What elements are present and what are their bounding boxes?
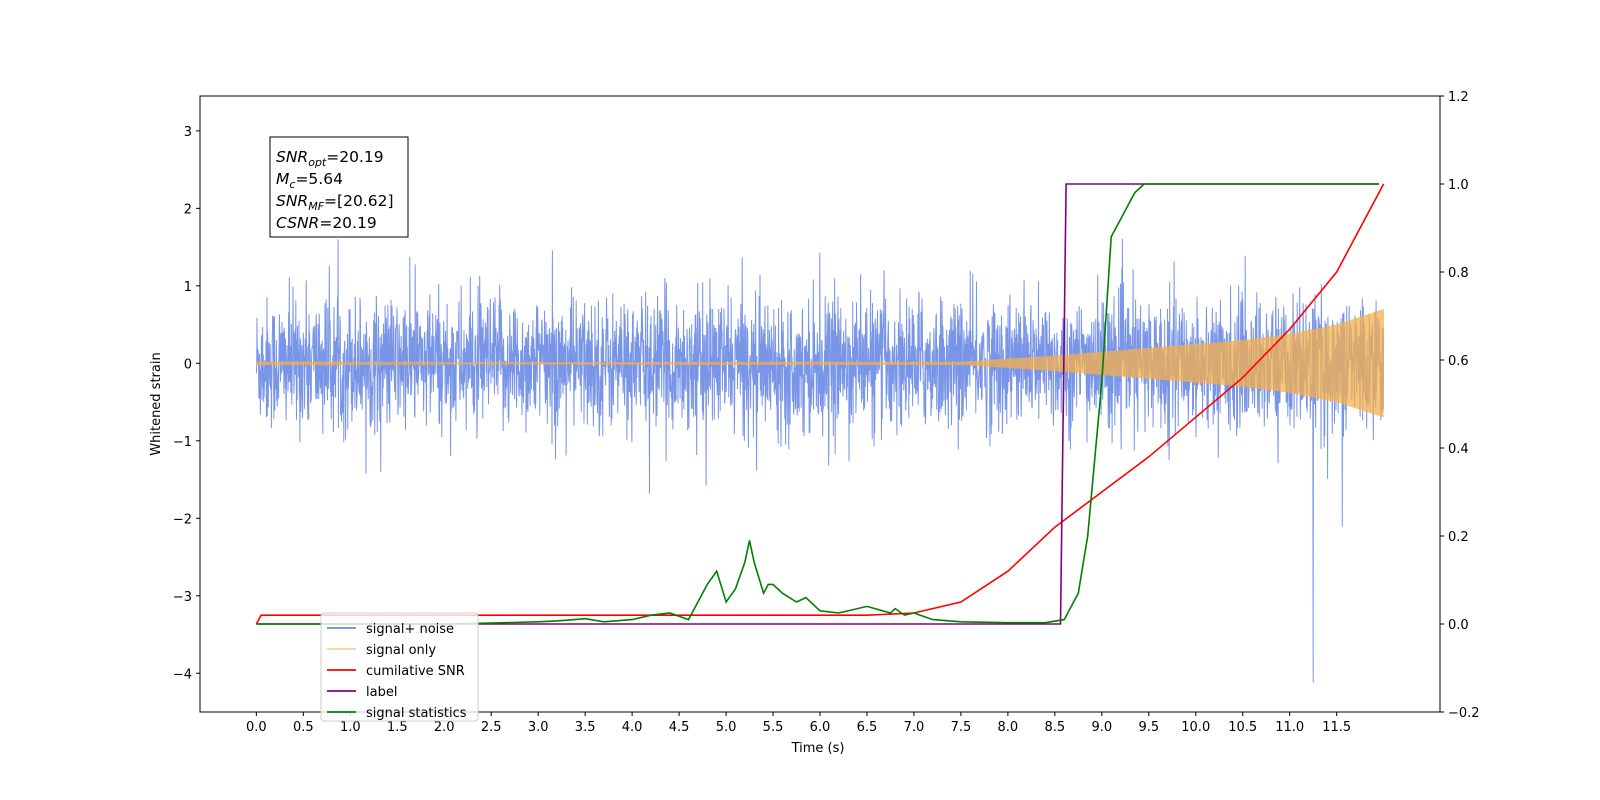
y-axis-label: Whitened strain [149,352,164,455]
x-tick-label: 6.5 [857,720,878,735]
y-right-tick-label: 1.2 [1448,90,1469,105]
y-right-tick-label: 0.4 [1448,442,1469,457]
x-tick-label: 5.5 [763,720,784,735]
y-right-tick-label: 0.0 [1448,618,1469,633]
x-tick-label: 11.5 [1322,720,1351,735]
info-box-value: =20.19 [326,148,383,166]
x-tick-label: 9.0 [1091,720,1112,735]
y-left-tick-label: −2 [173,512,192,527]
info-box-line: SNRopt=20.19 [276,148,384,169]
x-tick-label: 6.0 [810,720,831,735]
series-cumulative-snr-line [255,183,1385,625]
y-left-tick-label: 0 [184,357,192,372]
y-left-tick-label: 1 [184,280,192,295]
y-left-tick-label: −3 [173,590,192,605]
legend-label: signal statistics [366,706,467,721]
series-signal-plus-noise-line [255,238,1385,683]
series-signal-statistics-line [256,183,1379,625]
y-axis-right: 1.2 1.0 0.8 0.6 0.4 0.2 0.0 −0.2 [1440,90,1480,721]
legend-label: signal only [366,643,436,658]
info-box-symbol: M [276,170,289,188]
x-tick-label: 1.0 [340,720,361,735]
x-tick-label: 7.0 [904,720,925,735]
info-box: SNRopt=20.19Mc=5.64SNRMF=[20.62]CSNR=20.… [269,136,409,238]
info-box-value: =5.64 [295,170,343,188]
plot-area [255,183,1385,683]
info-box-symbol: SNR [276,192,308,210]
x-tick-label: 3.0 [528,720,549,735]
info-box-symbol: CSNR [276,214,319,232]
x-tick-label: 10.0 [1181,720,1210,735]
x-axis-label: Time (s) [791,741,845,756]
y-right-tick-label: 0.6 [1448,354,1469,369]
info-box-line: SNRMF=[20.62] [276,192,394,213]
info-box-subscript: MF [308,200,324,213]
info-box-subscript: c [289,178,295,191]
y-left-tick-label: −1 [173,435,192,450]
x-tick-label: 0.5 [293,720,314,735]
info-box-line: CSNR=20.19 [276,214,377,232]
x-tick-label: 4.0 [622,720,643,735]
x-tick-label: 4.5 [669,720,690,735]
x-tick-label: 7.5 [951,720,972,735]
x-tick-label: 0.0 [246,720,267,735]
info-box-subscript: opt [308,156,327,169]
info-box-frame [269,136,409,238]
y-left-tick-label: 2 [184,202,192,217]
x-tick-label: 8.0 [998,720,1019,735]
x-tick-label: 10.5 [1228,720,1257,735]
series-signal-only-line [255,309,1385,418]
x-tick-label: 8.5 [1045,720,1066,735]
info-box-value: =20.19 [319,214,376,232]
y-right-tick-label: 0.8 [1448,266,1469,281]
y-right-tick-label: 1.0 [1448,178,1469,193]
legend-frame [320,612,479,722]
x-tick-label: 3.5 [575,720,596,735]
x-tick-label: 2.5 [481,720,502,735]
y-right-tick-label: 0.2 [1448,530,1469,545]
y-left-tick-label: 3 [184,125,192,140]
x-tick-label: 9.5 [1138,720,1159,735]
info-box-symbol: SNR [276,148,308,166]
legend-label: label [366,685,397,700]
x-tick-label: 1.5 [387,720,408,735]
legend-label: cumilative SNR [366,664,465,679]
y-left-tick-label: −4 [173,667,192,682]
y-axis-left: 3 2 1 0 −1 −2 −3 −4 [173,125,200,682]
info-box-value: =[20.62] [324,192,393,210]
x-tick-label: 11.0 [1275,720,1304,735]
x-tick-label: 5.0 [716,720,737,735]
legend: signal+ noise signal only cumilative SNR la… [320,612,479,722]
legend-label: signal+ noise [366,622,454,637]
x-axis: 0.0 0.5 1.0 1.5 2.0 2.5 3.0 3.5 4.0 4.5 5.0 5.5 6.0 6… [246,712,1351,735]
info-box-line: Mc=5.64 [276,170,343,191]
y-right-tick-label: −0.2 [1448,706,1480,721]
x-tick-label: 2.0 [434,720,455,735]
